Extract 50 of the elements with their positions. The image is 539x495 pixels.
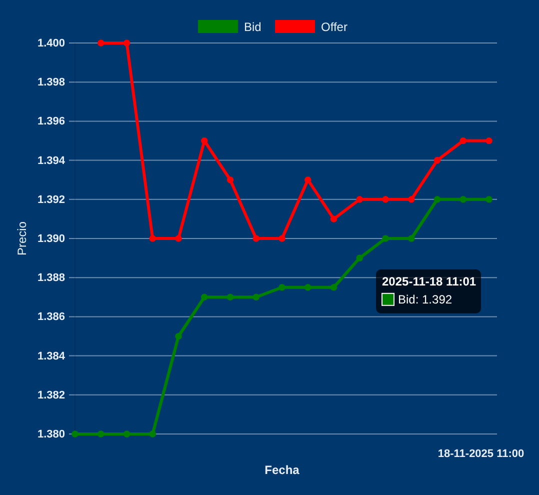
point <box>123 40 130 46</box>
point <box>226 176 234 184</box>
point <box>408 235 415 242</box>
point <box>330 216 338 222</box>
y-axis-title: Precio <box>15 221 29 256</box>
point <box>278 284 286 291</box>
point <box>149 235 156 242</box>
point <box>175 332 182 340</box>
x-axis-title: Fecha <box>264 463 300 477</box>
text: 18-11-2025 11:00 <box>438 448 524 460</box>
point <box>200 137 208 144</box>
y-tick-label: 1.398 <box>37 76 65 89</box>
point <box>330 284 338 291</box>
y-tick-label: 1.384 <box>37 350 66 362</box>
point <box>408 196 415 203</box>
point <box>226 294 234 301</box>
point <box>97 40 104 46</box>
point <box>460 196 467 203</box>
point <box>175 235 182 242</box>
y-tick-label: 1.392 <box>37 194 65 206</box>
point <box>486 137 492 144</box>
legend-label: Offer <box>321 20 348 34</box>
point <box>304 176 312 184</box>
point <box>252 294 260 301</box>
point <box>123 430 130 438</box>
y-tick-label: 1.386 <box>37 311 65 324</box>
point <box>356 254 364 262</box>
y-tick-label: 1.388 <box>37 272 65 284</box>
annotation: 2025-11-18 11:01 Bid: 1.392 <box>382 274 476 306</box>
point <box>460 137 467 144</box>
point <box>97 430 104 438</box>
point <box>149 430 156 438</box>
y-tick-label: 1.394 <box>37 154 66 167</box>
y-tick-label: 1.380 <box>37 428 65 441</box>
point <box>486 196 492 203</box>
point <box>382 235 389 242</box>
point <box>278 235 286 242</box>
y-tick-label: 1.382 <box>37 389 65 402</box>
point <box>382 196 389 203</box>
y-tick-label: 1.400 <box>37 38 65 50</box>
point <box>200 294 208 301</box>
point <box>434 196 441 203</box>
y-tick-label: 1.396 <box>37 116 65 128</box>
y-tick-label: 1.390 <box>37 233 65 246</box>
point <box>252 235 260 242</box>
point <box>304 284 312 291</box>
point <box>356 196 364 203</box>
point <box>434 156 441 164</box>
legend-label: Bid <box>244 20 262 34</box>
point <box>72 430 78 438</box>
